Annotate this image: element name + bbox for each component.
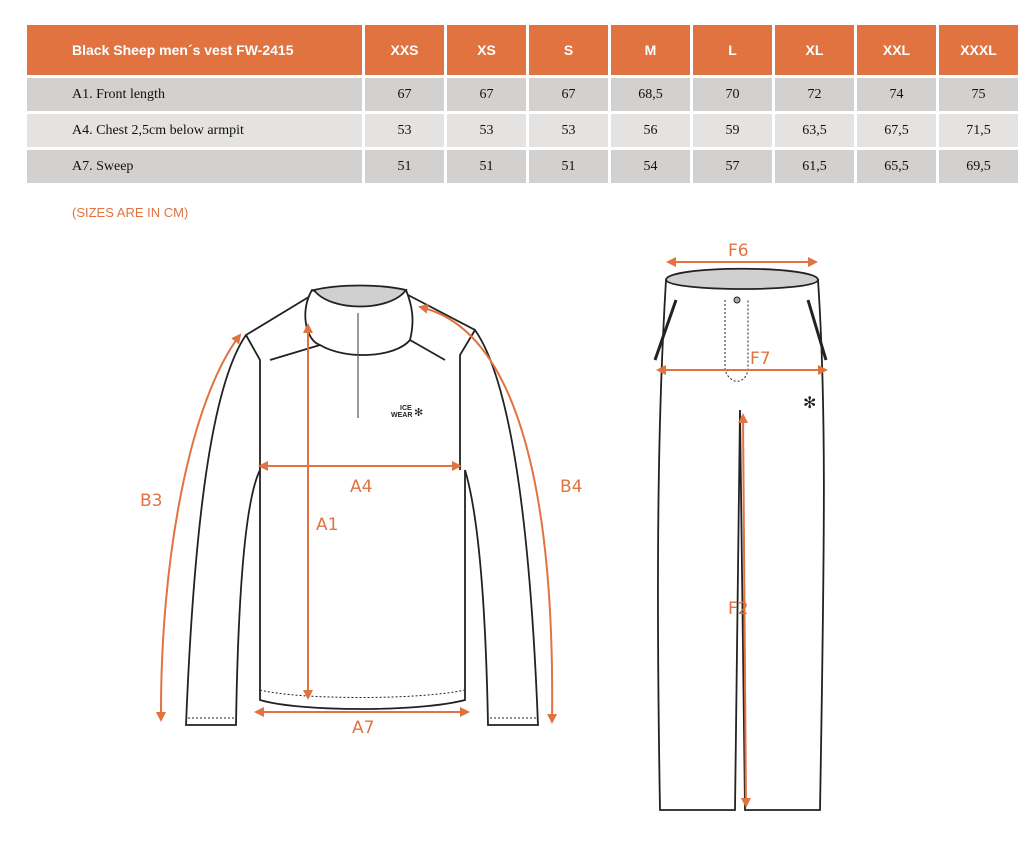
size-header: XS xyxy=(447,25,526,75)
size-header: M xyxy=(611,25,690,75)
size-value: 75 xyxy=(939,78,1018,111)
size-value: 67,5 xyxy=(857,114,936,147)
size-header: XXXL xyxy=(939,25,1018,75)
b3-arrow xyxy=(155,333,242,722)
row-label: A7. Sweep xyxy=(27,150,362,183)
units-note: (SIZES ARE IN CM) xyxy=(72,205,189,220)
size-header: S xyxy=(529,25,608,75)
label-b3: B3 xyxy=(140,491,162,511)
measurement-arrows xyxy=(155,257,828,808)
label-a4: A4 xyxy=(350,477,372,497)
pants-drawing xyxy=(653,267,828,811)
size-table: Black Sheep men´s vest FW-2415 XXS XS S M L XL… xyxy=(24,22,1021,186)
size-value: 53 xyxy=(529,114,608,147)
ice-wear-logo: ICE xyxy=(400,405,412,412)
label-a7: A7 xyxy=(352,718,374,738)
size-header: L xyxy=(693,25,772,75)
size-value: 67 xyxy=(529,78,608,111)
size-value: 51 xyxy=(365,150,444,183)
snowflake-icon: ✻ xyxy=(803,395,816,412)
size-value: 57 xyxy=(693,150,772,183)
svg-text:WEAR: WEAR xyxy=(391,412,412,419)
size-value: 51 xyxy=(529,150,608,183)
table-title: Black Sheep men´s vest FW-2415 xyxy=(27,25,362,75)
size-value: 70 xyxy=(693,78,772,111)
size-value: 59 xyxy=(693,114,772,147)
table-row: A7. Sweep 51 51 51 54 57 61,5 65,5 69,5 xyxy=(27,150,1018,183)
size-value: 51 xyxy=(447,150,526,183)
size-value: 63,5 xyxy=(775,114,854,147)
size-value: 56 xyxy=(611,114,690,147)
label-f7: F7 xyxy=(750,349,771,369)
label-a1: A1 xyxy=(316,515,338,535)
size-value: 74 xyxy=(857,78,936,111)
label-f2: F2 xyxy=(728,599,749,619)
size-header: XXL xyxy=(857,25,936,75)
size-header: XXS xyxy=(365,25,444,75)
table-row: A4. Chest 2,5cm below armpit 53 53 53 56 59 63… xyxy=(27,114,1018,147)
size-value: 53 xyxy=(447,114,526,147)
b4-arrow xyxy=(418,303,558,724)
size-value: 54 xyxy=(611,150,690,183)
size-header: XL xyxy=(775,25,854,75)
size-value: 68,5 xyxy=(611,78,690,111)
size-value: 61,5 xyxy=(775,150,854,183)
label-b4: B4 xyxy=(560,477,582,497)
label-f6: F6 xyxy=(728,241,749,261)
size-value: 53 xyxy=(365,114,444,147)
size-value: 67 xyxy=(447,78,526,111)
size-value: 69,5 xyxy=(939,150,1018,183)
table-row: A1. Front length 67 67 67 68,5 70 72 74 75 xyxy=(27,78,1018,111)
row-label: A4. Chest 2,5cm below armpit xyxy=(27,114,362,147)
size-value: 67 xyxy=(365,78,444,111)
size-value: 65,5 xyxy=(857,150,936,183)
size-value: 71,5 xyxy=(939,114,1018,147)
snowflake-icon: ✻ xyxy=(414,407,423,419)
size-value: 72 xyxy=(775,78,854,111)
row-label: A1. Front length xyxy=(27,78,362,111)
f2-arrow xyxy=(738,413,751,808)
